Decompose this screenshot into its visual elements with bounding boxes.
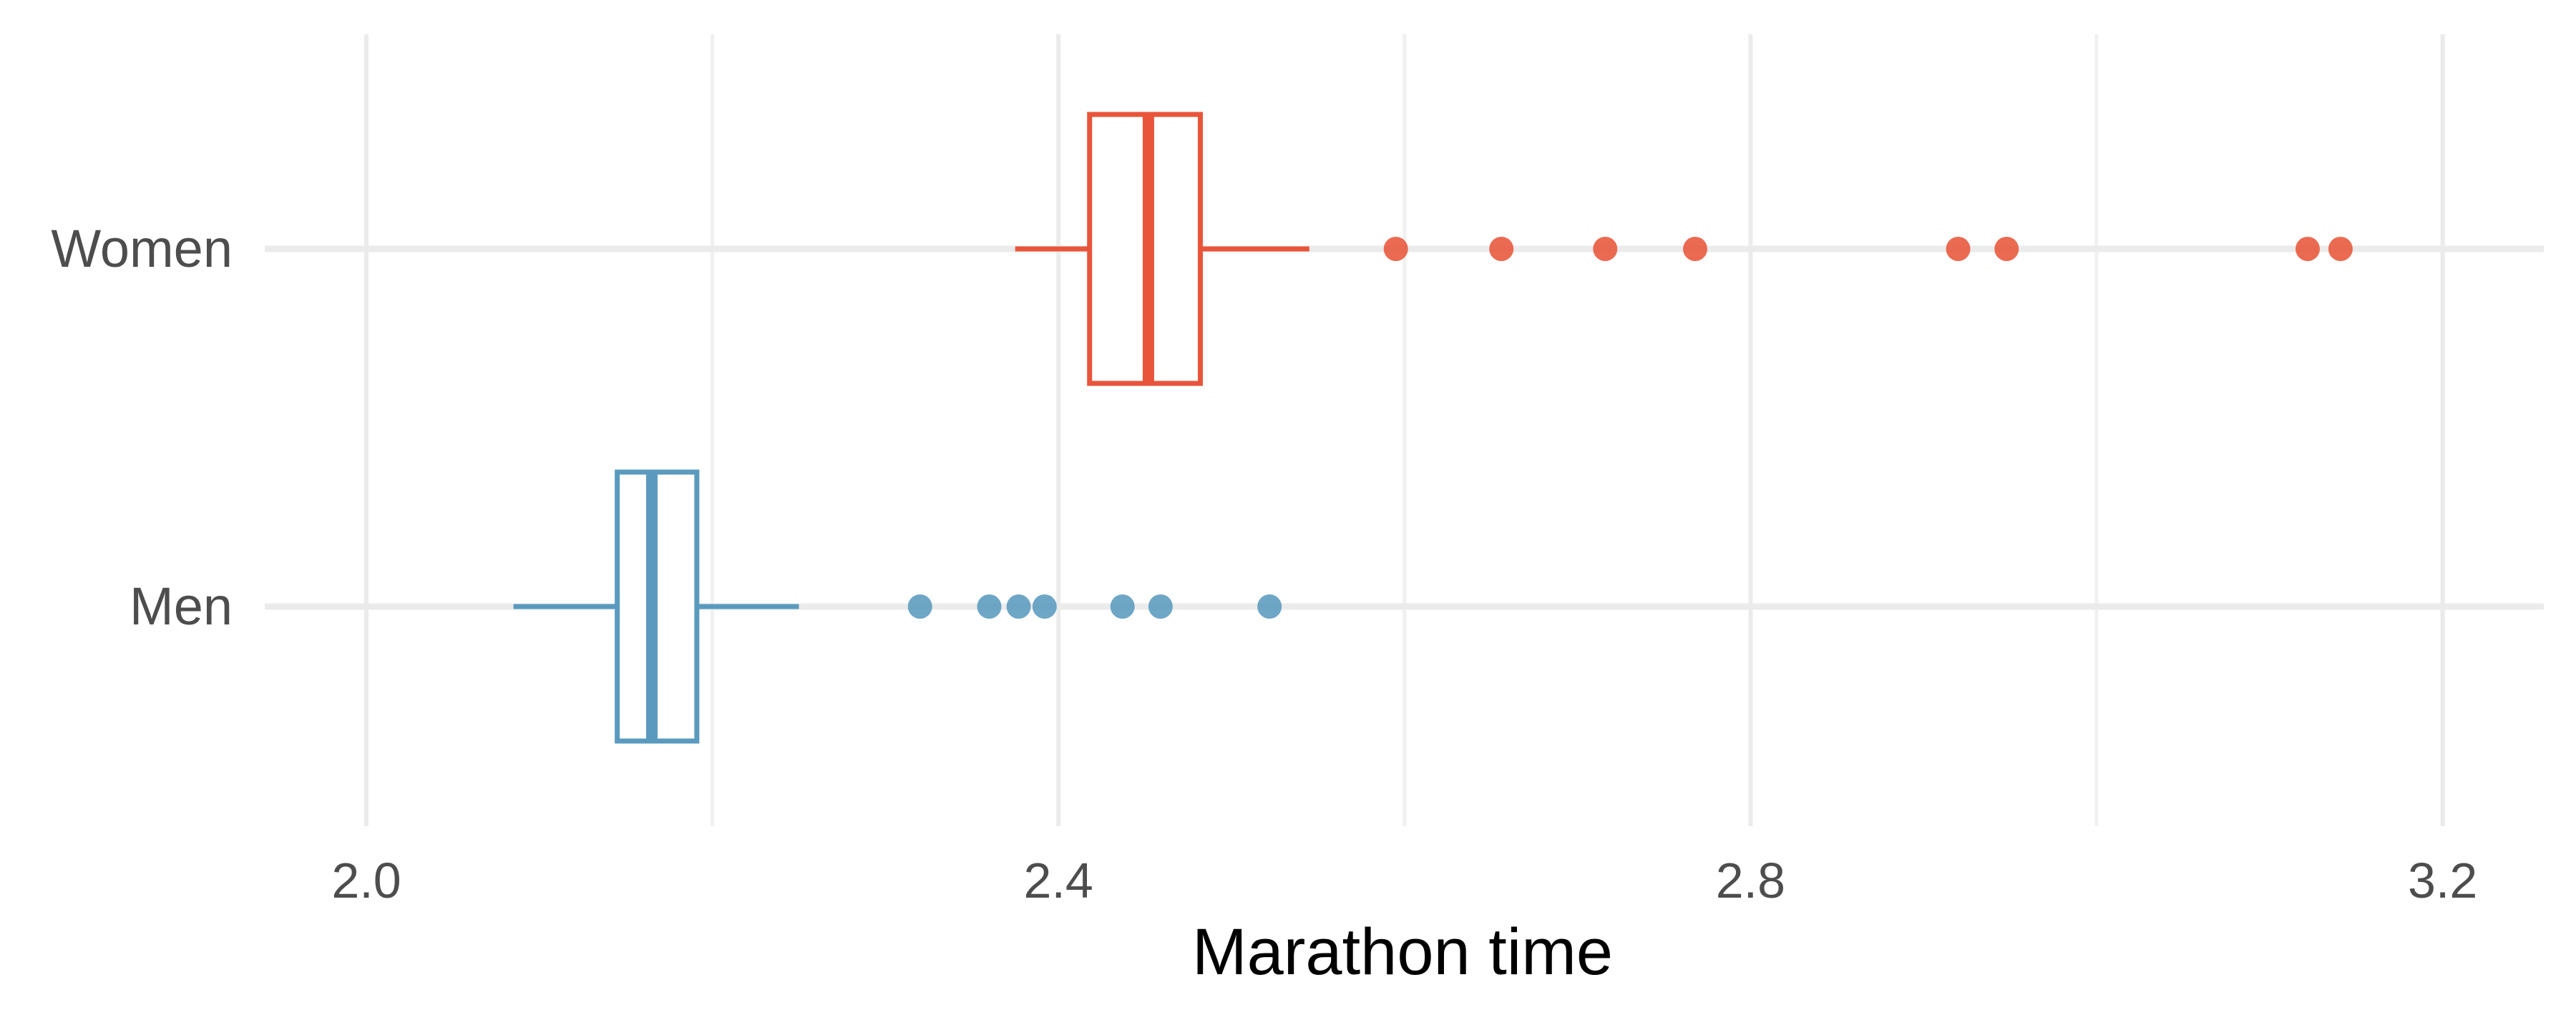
- outlier-point: [907, 594, 932, 619]
- outlier-point: [1489, 237, 1514, 261]
- label-layer: 2.0 2.4 2.8 3.2 Women Men: [51, 219, 2477, 908]
- outlier-point: [1257, 594, 1282, 619]
- box-layer: [513, 112, 2353, 744]
- outlier-point: [1006, 594, 1031, 619]
- outlier-point: [1994, 237, 2019, 261]
- x-tick-label: 2.0: [331, 853, 401, 908]
- x-tick-label: 2.8: [1716, 853, 1785, 908]
- y-tick-label: Men: [130, 577, 233, 636]
- outlier-point: [1383, 237, 1408, 261]
- outlier-point: [1148, 594, 1173, 619]
- outlier-point: [1593, 237, 1618, 261]
- outlier-point: [1683, 237, 1708, 261]
- x-tick-label: 2.4: [1024, 853, 1093, 908]
- grid-layer: [265, 34, 2544, 826]
- outlier-point: [1110, 594, 1135, 619]
- outlier-point: [2295, 237, 2320, 261]
- x-axis-title: Marathon time: [1192, 916, 1613, 989]
- outlier-point: [1032, 594, 1057, 619]
- x-tick-label: 3.2: [2408, 853, 2477, 908]
- outlier-point: [1946, 237, 1971, 261]
- y-tick-label: Women: [51, 219, 233, 278]
- outlier-point: [977, 594, 1002, 619]
- outlier-point: [2328, 237, 2353, 261]
